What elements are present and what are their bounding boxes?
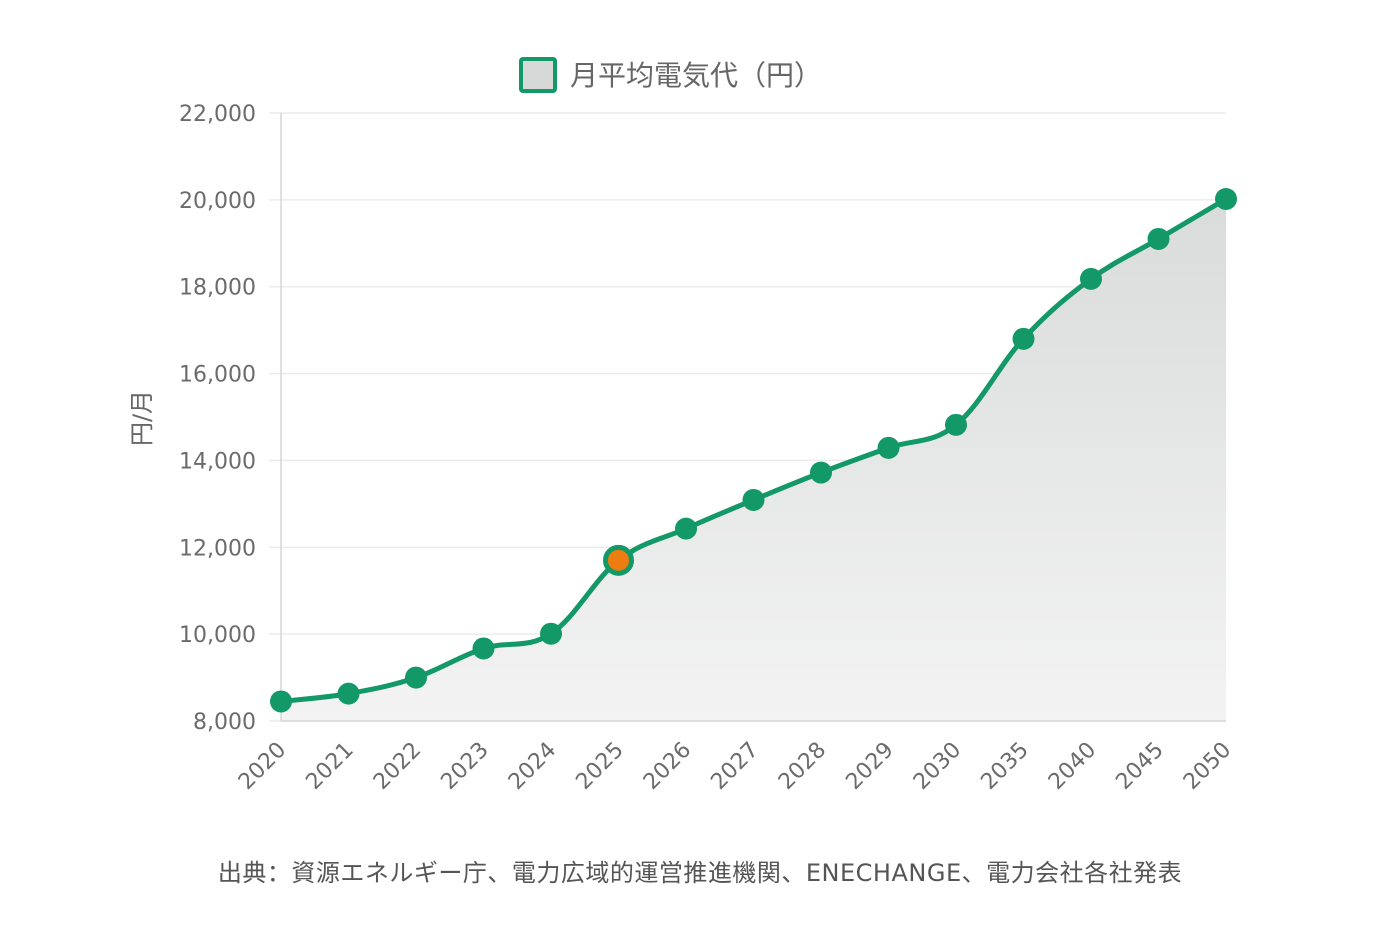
data-point[interactable] [1215, 187, 1237, 210]
y-tick-label: 8,000 [193, 710, 256, 735]
x-tick-label: 2045 [1111, 738, 1168, 795]
data-point[interactable] [1080, 267, 1102, 290]
data-point[interactable] [877, 436, 900, 459]
data-point[interactable] [270, 690, 292, 713]
x-tick-label: 2023 [436, 738, 493, 795]
data-point[interactable] [337, 682, 360, 705]
legend-swatch[interactable] [519, 57, 557, 93]
x-tick-label: 2024 [504, 738, 561, 795]
area-fill-layer [281, 198, 1226, 721]
series-area [281, 198, 1226, 721]
source-note: 出典：資源エネルギー庁、電力広域的運営推進機関、ENECHANGE、電力会社各社… [217, 859, 1183, 887]
data-points [270, 187, 1237, 713]
x-tick-label: 2029 [841, 738, 898, 795]
data-point[interactable] [1147, 227, 1170, 250]
data-point[interactable] [742, 488, 765, 511]
data-point[interactable] [472, 637, 495, 660]
data-point[interactable] [675, 517, 697, 540]
x-tick-label: 2027 [706, 738, 763, 795]
legend-label[interactable]: 月平均電気代（円） [570, 59, 822, 92]
y-tick-label: 18,000 [179, 276, 256, 301]
x-tick-label: 2021 [301, 738, 358, 795]
data-point[interactable] [1012, 327, 1035, 350]
x-tick-label: 2050 [1179, 738, 1236, 795]
x-tick-labels: 2020 2021 2022 2023 2024 2025 2026 2027 2028 2029… [234, 738, 1236, 795]
data-point[interactable] [405, 666, 427, 689]
y-tick-label: 10,000 [179, 623, 256, 648]
y-tick-label: 12,000 [179, 536, 256, 561]
axes [280, 113, 1226, 722]
x-tick-label: 2035 [976, 738, 1033, 795]
y-tick-label: 16,000 [179, 363, 256, 388]
legend[interactable]: 月平均電気代（円） [519, 57, 822, 93]
y-axis-title: 円/月 [128, 390, 156, 446]
x-tick-label: 2020 [234, 738, 291, 795]
x-tick-label: 2025 [571, 738, 628, 795]
x-tick-label: 2028 [774, 738, 831, 795]
data-point[interactable] [810, 461, 832, 484]
x-tick-label: 2022 [369, 738, 426, 795]
data-point-highlight[interactable] [603, 544, 634, 576]
x-tick-label: 2026 [639, 738, 696, 795]
data-point[interactable] [945, 413, 967, 436]
y-tick-label: 22,000 [179, 102, 256, 127]
x-tick-label: 2030 [909, 738, 966, 795]
y-tick-label: 14,000 [179, 449, 256, 474]
x-tick-label: 2040 [1044, 738, 1101, 795]
data-point[interactable] [540, 622, 562, 645]
y-tick-labels: 8,000 10,000 12,000 14,000 16,000 18,000 20,00… [179, 102, 256, 735]
y-tick-label: 20,000 [179, 189, 256, 214]
